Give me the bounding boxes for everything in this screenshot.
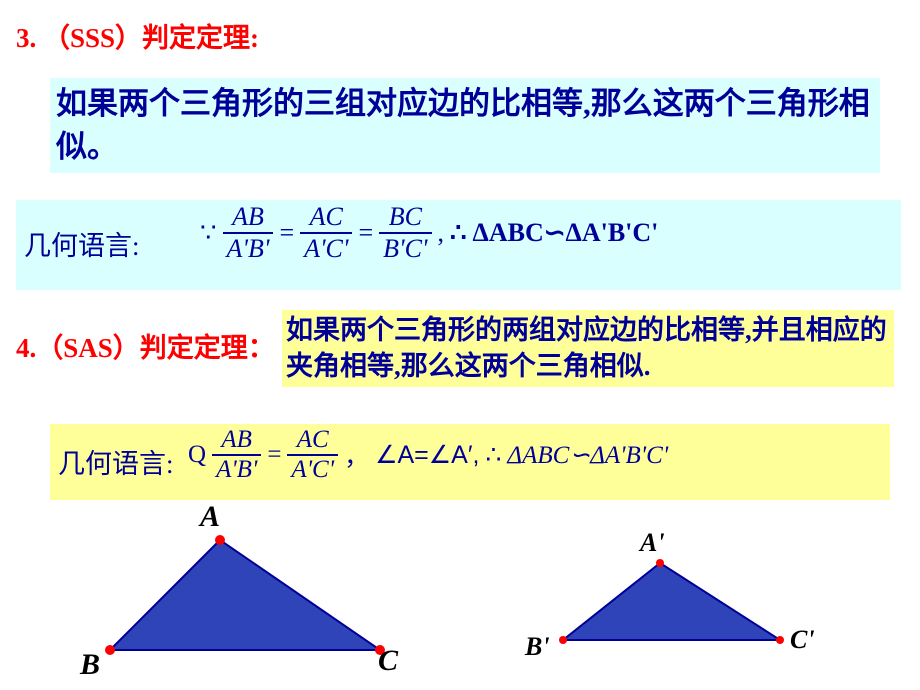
because-q: Q [188,441,206,469]
frac-den: A'C' [287,454,338,484]
frac-ac: AC A'C' [300,202,352,264]
because-symbol: ∵ [200,218,217,248]
frac-ab2: AB A'B' [212,426,261,484]
frac-ab: AB A'B' [223,202,274,264]
angle-eq: ∠A=∠A′, [375,440,479,470]
frac-den: A'C' [300,232,352,264]
sss-formula: ∵ AB A'B' = AC A'C' = BC B'C' , ∴ ΔABC∽Δ… [200,202,658,264]
frac-den: A'B' [212,454,261,484]
frac-den: B'C' [379,232,431,264]
comma: , [438,218,445,248]
label-aprime: A' [640,528,665,558]
triangle-shape [110,540,380,650]
eq-sign: = [279,218,294,248]
triangle-abc [100,530,400,670]
frac-ac2: AC A'C' [287,426,338,484]
sas-conclusion: ΔABC∽ΔA'B'C' [507,440,668,470]
triangle-shape-small [563,563,780,640]
frac-bc: BC B'C' [379,202,431,264]
vertex-dot-b [105,645,115,655]
vertex-dot-ap [656,559,664,567]
sas-heading: 4.（SAS）判定定理： [16,326,275,365]
therefore-symbol: ∴ [450,218,467,248]
vertex-dot-bp [559,636,567,644]
label-bprime: B' [525,632,550,662]
label-a: A [200,500,220,534]
sas-geom-label: 几何语言: [58,442,174,481]
sas-formula: Q AB A'B' = AC A'C' ， ∠A=∠A′, ∴ ΔABC∽ΔA'… [188,426,668,484]
triangle-aprime [555,555,795,655]
label-c: C [378,644,398,678]
vertex-dot-a [215,535,225,545]
sss-conclusion: ΔABC∽ΔA'B'C' [473,218,659,248]
sss-statement: 如果两个三角形的三组对应边的比相等,那么这两个三角形相似。 [50,78,880,173]
frac-num: AC [293,426,333,454]
eq-sign: = [267,441,281,469]
label-cprime: C' [790,625,815,655]
vertex-dot-cp [776,636,784,644]
eq-sign: = [358,218,373,248]
frac-num: BC [385,202,426,232]
sss-heading: 3. （SSS）判定定理: [16,16,259,55]
sss-geom-label: 几何语言: [24,224,140,263]
therefore-symbol: ∴ [486,440,502,470]
comma: ， [344,437,369,473]
label-b: B [80,648,100,682]
frac-den: A'B' [223,232,274,264]
frac-num: AB [228,202,268,232]
frac-num: AC [306,202,347,232]
frac-num: AB [217,426,256,454]
sas-statement: 如果两个三角形的两组对应边的比相等,并且相应的夹角相等,那么这两个三角相似. [282,310,894,387]
